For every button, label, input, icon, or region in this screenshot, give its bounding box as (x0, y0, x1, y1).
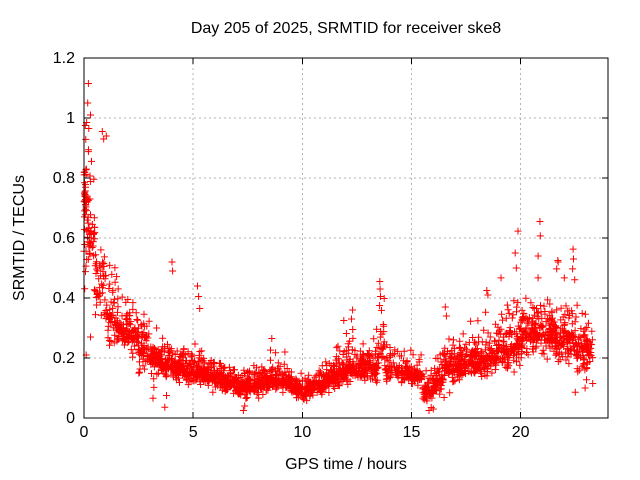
axis-ticks (83, 57, 608, 419)
grid-lines (84, 58, 608, 418)
y-tick-label: 0.6 (53, 230, 75, 247)
y-tick-label: 0.4 (53, 290, 75, 307)
x-tick-labels: 0 5 10 15 20 (80, 424, 530, 441)
y-tick-labels: 0 0.2 0.4 0.6 0.8 1 1.2 (53, 50, 75, 427)
x-tick-label: 20 (512, 424, 530, 441)
y-axis-label: SRMTID / TECUs (11, 175, 28, 301)
y-tick-label: 0.2 (53, 350, 75, 367)
x-tick-label: 0 (80, 424, 89, 441)
y-tick-label: 1.2 (53, 50, 75, 67)
data-points (80, 80, 597, 414)
x-tick-label: 10 (293, 424, 311, 441)
y-tick-label: 0 (66, 410, 75, 427)
y-tick-label: 0.8 (53, 170, 75, 187)
chart-title: Day 205 of 2025, SRMTID for receiver ske… (191, 20, 501, 37)
x-tick-label: 15 (403, 424, 421, 441)
y-tick-label: 1 (66, 110, 75, 127)
x-tick-label: 5 (189, 424, 198, 441)
x-axis-label: GPS time / hours (285, 456, 407, 473)
